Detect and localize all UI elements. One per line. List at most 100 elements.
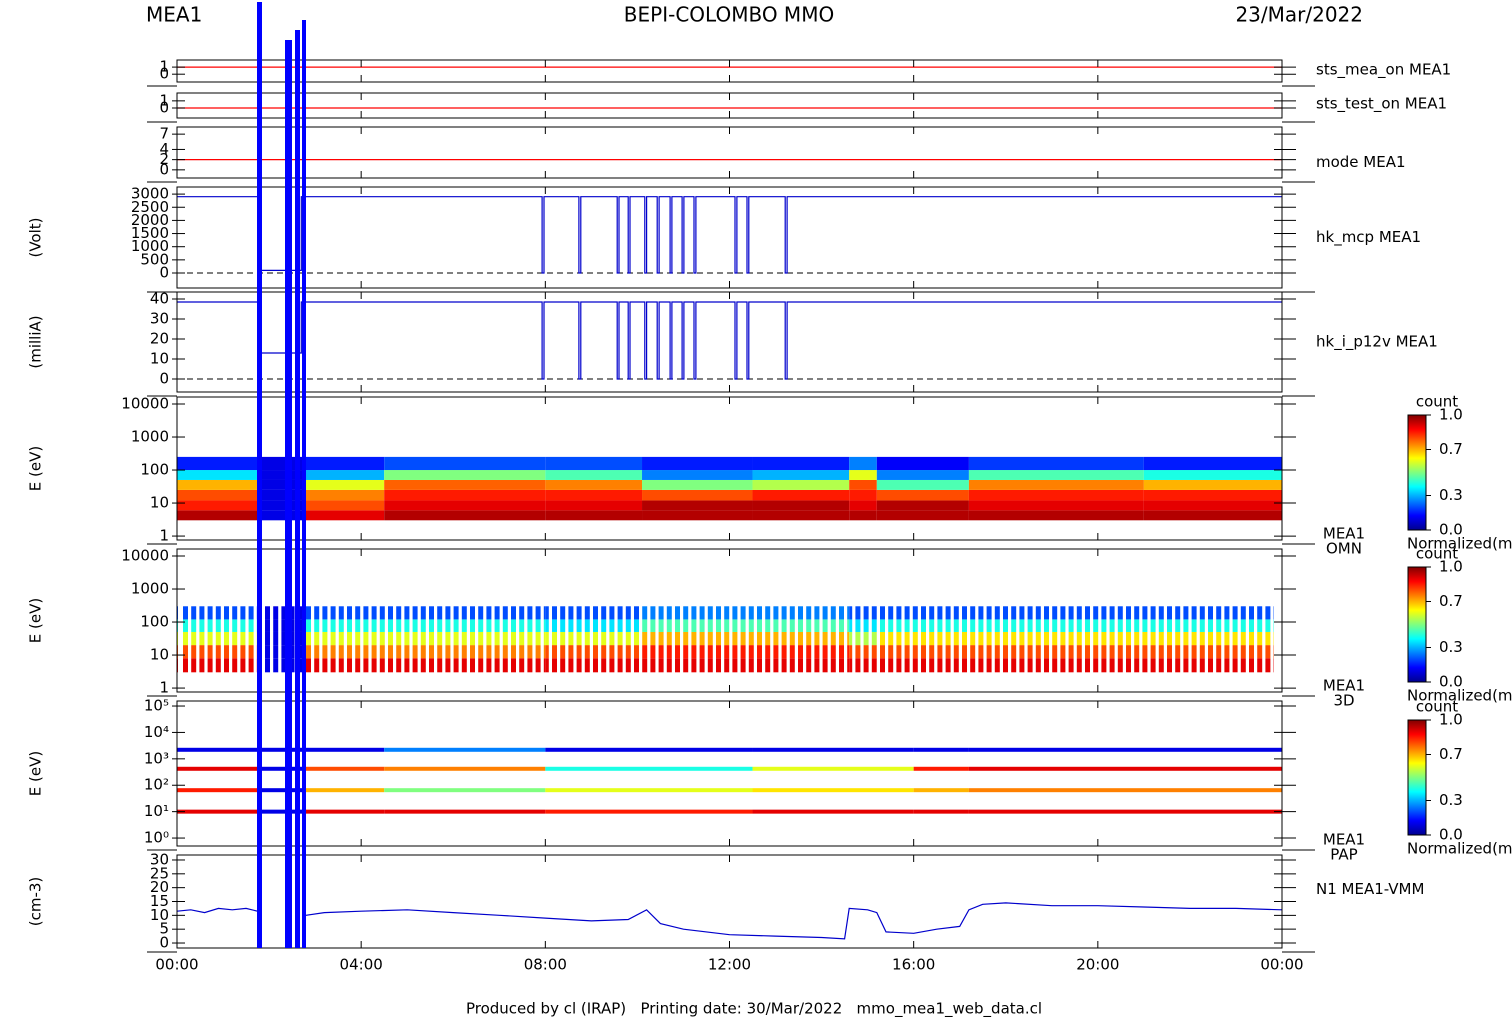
sample-gap xyxy=(1221,551,1225,690)
pap-cell xyxy=(545,788,753,793)
sample-gap xyxy=(778,551,782,690)
sample-gap xyxy=(835,551,839,690)
y-tick-label: 10 xyxy=(150,350,169,368)
sample-gap xyxy=(1106,551,1110,690)
sample-gap xyxy=(532,551,536,690)
sample-gap xyxy=(762,551,766,690)
colorbar xyxy=(1407,566,1427,683)
sample-gap xyxy=(253,551,257,690)
data-line xyxy=(176,902,1283,940)
colorbar-title: count xyxy=(1416,545,1458,563)
spectrogram-cell xyxy=(305,479,385,490)
sample-gap xyxy=(844,551,848,690)
spectrogram-cell xyxy=(545,645,643,659)
spectrogram-cell xyxy=(968,510,1144,521)
sample-gap xyxy=(614,551,618,690)
y-tick-label: 30 xyxy=(150,850,169,868)
pap-cell xyxy=(384,788,546,793)
colorbar xyxy=(1407,414,1427,531)
spectrogram-cell xyxy=(177,510,260,521)
sample-gap xyxy=(737,551,741,690)
spectrogram-cell xyxy=(177,500,260,511)
pap-cell xyxy=(913,809,969,814)
sample-gap xyxy=(811,551,815,690)
pap-cell xyxy=(305,788,385,793)
sample-gap xyxy=(1262,551,1266,690)
anomaly-line xyxy=(295,30,300,948)
sample-gap xyxy=(1049,551,1053,690)
sample-gap xyxy=(1081,551,1085,690)
sample-gap xyxy=(1188,551,1192,690)
spectrogram-cell xyxy=(1143,470,1282,480)
spectrogram-cell xyxy=(968,470,1144,480)
pap-cell xyxy=(177,809,260,814)
spectrogram-cell xyxy=(752,479,850,490)
sample-gap xyxy=(524,551,528,690)
sample-gap xyxy=(278,551,282,690)
colorbar-tick-label: 0.3 xyxy=(1439,791,1463,809)
spectrogram-cell xyxy=(752,456,850,471)
sample-gap xyxy=(261,551,265,690)
spectrogram-cell xyxy=(259,510,306,521)
colorbar-tick-label: 0.0 xyxy=(1439,521,1463,539)
x-tick-label: 16:00 xyxy=(892,956,935,974)
panel-label: 3D xyxy=(1333,692,1354,710)
panel-label: sts_mea_on MEA1 xyxy=(1316,61,1451,80)
y-axis-title: E (eV) xyxy=(27,598,45,643)
sample-gap xyxy=(975,551,979,690)
sample-gap xyxy=(721,551,725,690)
y-tick-label: 500 xyxy=(140,250,169,268)
sample-gap xyxy=(499,551,503,690)
spectrogram-cell xyxy=(177,456,260,471)
sample-gap xyxy=(434,551,438,690)
sample-gap xyxy=(983,551,987,690)
spectrogram-cell xyxy=(545,479,643,490)
instrument: MEA1 xyxy=(146,3,202,27)
spectrogram-cell xyxy=(642,510,753,521)
sample-gap xyxy=(401,551,405,690)
sample-gap xyxy=(1065,551,1069,690)
y-tick-label: 20 xyxy=(150,878,169,896)
y-tick-label: 10000 xyxy=(121,547,169,565)
pap-cell xyxy=(384,809,546,814)
spectrogram-cell xyxy=(384,510,546,521)
sample-gap xyxy=(548,551,552,690)
spectrogram-cell xyxy=(968,489,1144,501)
spectrogram-cell xyxy=(545,606,643,620)
y-axis-title: (milliA) xyxy=(27,315,45,368)
colorbar-tick-label: 0.7 xyxy=(1439,592,1463,610)
sample-gap xyxy=(926,551,930,690)
sample-gap xyxy=(885,551,889,690)
sample-gap xyxy=(393,551,397,690)
sample-gap xyxy=(688,551,692,690)
spectrogram-cell xyxy=(305,510,385,521)
sample-gap xyxy=(696,551,700,690)
sample-gap xyxy=(343,551,347,690)
sample-gap xyxy=(1114,551,1118,690)
sample-gap xyxy=(237,551,241,690)
spectrogram-cell xyxy=(1143,500,1282,511)
sample-gap xyxy=(671,551,675,690)
panel-label: OMN xyxy=(1326,540,1362,558)
y-tick-label: 10000 xyxy=(121,395,169,413)
sample-gap xyxy=(1016,551,1020,690)
sample-gap xyxy=(647,551,651,690)
spectrogram-cell xyxy=(384,489,546,501)
y-tick-label: 100 xyxy=(140,461,169,479)
sample-gap xyxy=(188,551,192,690)
sample-gap xyxy=(598,551,602,690)
sample-gap xyxy=(622,551,626,690)
sample-gap xyxy=(819,551,823,690)
sample-gap xyxy=(270,551,274,690)
spectrogram-cell xyxy=(849,510,877,521)
edge-blank xyxy=(1274,550,1281,691)
y-tick-label: 1 xyxy=(159,58,169,76)
sample-gap xyxy=(1245,551,1249,690)
pap-cell xyxy=(259,747,306,752)
y-tick-label: 1 xyxy=(159,91,169,109)
y-axis-title: E (eV) xyxy=(27,751,45,796)
sample-gap xyxy=(868,551,872,690)
spectrogram-cell xyxy=(876,500,969,511)
sample-gap xyxy=(663,551,667,690)
